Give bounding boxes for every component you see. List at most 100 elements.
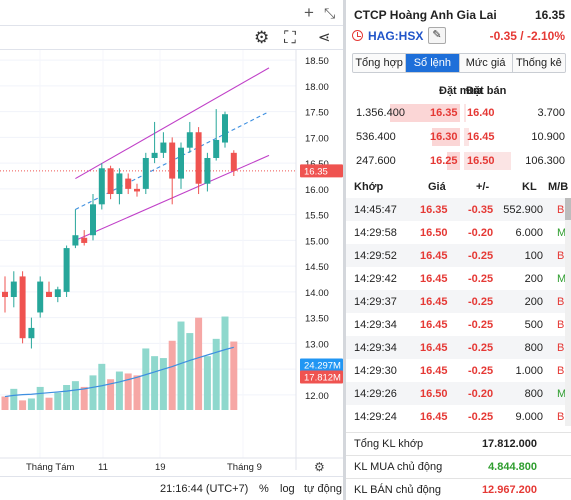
summary-row: KL BÁN chủ động 12.967.200 <box>346 478 571 500</box>
volume-tag-bg <box>300 370 343 384</box>
trades-list[interactable]: 14:45:47 16.35 -0.35 552.900 B 14:29:58 16.50 -… <box>346 198 565 428</box>
ask-price[interactable]: 16.45 <box>467 131 495 143</box>
candle-body <box>204 157 211 184</box>
candle-body <box>54 289 61 298</box>
panel-divider[interactable] <box>343 0 346 500</box>
volume-bar <box>212 338 220 410</box>
bid-price[interactable]: 16.30 <box>430 131 458 143</box>
trades-scrollbar[interactable] <box>565 198 571 426</box>
orderbook-row: 1.356.400 16.35 16.40 3.700 <box>346 102 571 124</box>
volume-bar <box>203 356 211 410</box>
add-tab-icon[interactable]: + <box>304 3 314 22</box>
y-tick-label: 16.00 <box>305 185 329 196</box>
bid-volume: 1.356.400 <box>356 107 405 119</box>
tab-0[interactable]: Tổng hợp <box>353 54 407 72</box>
trade-change: -0.25 <box>468 296 494 308</box>
trades-header-time: Khớp <box>354 181 384 193</box>
trade-time: 14:29:34 <box>354 319 397 331</box>
scroll-thumb[interactable] <box>565 198 571 220</box>
trade-side: B <box>557 250 565 262</box>
log-toggle[interactable]: log <box>280 483 295 495</box>
ask-depth-bar <box>464 152 511 170</box>
trade-row: 14:29:37 16.45 -0.25 200 B <box>346 290 565 313</box>
bid-price[interactable]: 16.35 <box>430 107 458 119</box>
bid-price[interactable]: 16.25 <box>430 155 458 167</box>
ticker-symbol: HAG:HSX <box>368 29 424 43</box>
summary-label: KL BÁN chủ động <box>354 484 442 496</box>
ask-depth-bar <box>464 104 466 122</box>
ask-volume: 106.300 <box>525 155 565 167</box>
volume-bar <box>107 379 115 410</box>
percent-toggle[interactable]: % <box>259 483 269 495</box>
ask-price[interactable]: 16.40 <box>467 107 495 119</box>
trade-side: M <box>557 227 565 239</box>
gear-icon[interactable]: ⚙ <box>254 28 270 47</box>
volume-ma-line <box>4 346 234 398</box>
trade-side: M <box>557 273 565 285</box>
share-icon[interactable]: ⋖ <box>318 29 331 46</box>
candle-body <box>37 281 44 313</box>
candle-body <box>125 178 132 189</box>
ask-volume: 3.700 <box>537 107 565 119</box>
price-chart[interactable]: 18.5018.0017.5017.0016.5016.0015.5015.00… <box>0 50 343 476</box>
y-tick-label: 17.50 <box>305 108 329 119</box>
edit-ticker-button[interactable]: ✎ <box>428 27 446 44</box>
trade-volume: 200 <box>524 273 543 285</box>
candle-body <box>222 114 228 143</box>
trades-header-change: +/- <box>476 181 490 193</box>
tab-1[interactable]: Sổ lệnh <box>406 54 460 72</box>
y-tick-label: 17.00 <box>305 133 329 144</box>
volume-bar <box>168 340 176 410</box>
trade-side: B <box>557 411 565 423</box>
trade-price: 16.35 <box>420 204 448 216</box>
tab-3[interactable]: Thống kê <box>512 54 565 72</box>
candle-body <box>28 327 35 339</box>
summary-value: 4.844.800 <box>488 461 537 473</box>
trade-side: B <box>557 319 565 331</box>
y-tick-label: 15.50 <box>305 211 329 222</box>
tab-2[interactable]: Mức giá <box>459 54 513 72</box>
time-readout: 21:16:44 (UTC+7) <box>160 483 249 495</box>
trade-volume: 1.000 <box>515 365 543 377</box>
trade-change: -0.25 <box>468 365 494 377</box>
trade-change: -0.25 <box>468 273 494 285</box>
volume-bar <box>10 388 18 410</box>
trade-price: 16.45 <box>420 411 448 423</box>
time-axis-gear-icon[interactable]: ⚙ <box>314 460 325 474</box>
trade-row: 14:29:34 16.45 -0.25 500 B <box>346 313 565 336</box>
trade-side: M <box>557 388 565 400</box>
candle-body <box>213 139 220 158</box>
y-tick-label: 13.00 <box>305 339 329 350</box>
summary-row: KL MUA chủ động 4.844.800 <box>346 455 571 477</box>
bid-depth-bar <box>432 128 460 146</box>
auto-toggle[interactable]: tự động <box>304 483 342 495</box>
ask-price[interactable]: 16.50 <box>467 155 495 167</box>
volume-bar <box>19 400 27 410</box>
candle-body <box>151 152 158 158</box>
y-tick-label: 18.00 <box>305 82 329 93</box>
candle-body <box>169 142 176 179</box>
y-tick-label: 18.50 <box>305 56 329 67</box>
candle-body <box>186 132 193 148</box>
trade-change: -0.25 <box>468 342 494 354</box>
trade-volume: 200 <box>524 296 543 308</box>
candle-body <box>178 147 184 179</box>
volume-bar <box>80 386 88 410</box>
trade-time: 14:45:47 <box>354 204 397 216</box>
last-price-tag: 16.35 <box>304 166 328 177</box>
fullscreen-icon[interactable]: ⛶ <box>284 28 296 47</box>
volume-bar <box>124 373 132 410</box>
trade-change: -0.25 <box>468 250 494 262</box>
candle-body <box>230 152 237 171</box>
bid-volume: 247.600 <box>356 155 396 167</box>
trade-price: 16.45 <box>420 296 448 308</box>
quote-panel: CTCP Hoàng Anh Gia Lai 16.35 HAG:HSX ✎ -… <box>346 0 571 500</box>
volume-ma-tag-bg <box>300 358 343 372</box>
candle-body <box>90 204 96 236</box>
collapse-icon[interactable]: ⤡ <box>324 5 336 21</box>
trade-side: B <box>557 204 565 216</box>
summary-label: KL MUA chủ động <box>354 461 443 473</box>
volume-bar <box>221 316 229 410</box>
channel-upper-line <box>75 67 270 180</box>
candle-body <box>116 173 123 195</box>
